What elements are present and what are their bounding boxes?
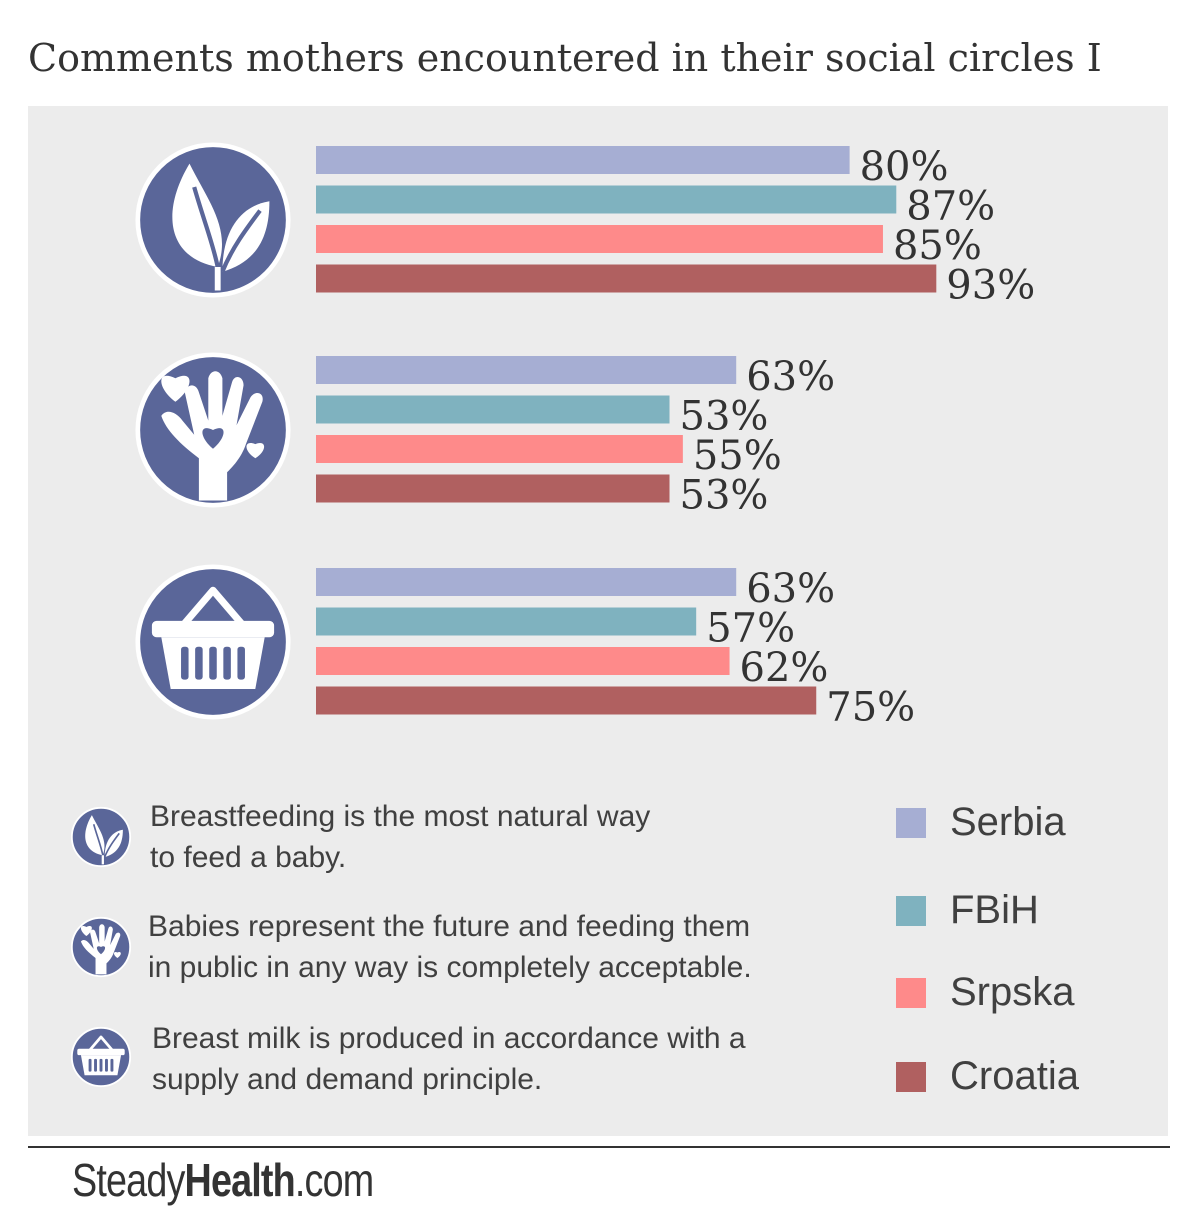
data-label: 87% <box>906 184 995 230</box>
note-1-line-1: Breastfeeding is the most natural way <box>150 800 651 833</box>
hand-heart-icon <box>70 916 132 978</box>
data-label: 93% <box>946 263 1035 309</box>
bar-serbia-2 <box>316 356 737 384</box>
note-3-text: Breast milk is produced in accordance wi… <box>152 1018 746 1100</box>
bar-fbih-1 <box>316 185 897 214</box>
bar-fbih-2 <box>316 395 670 424</box>
note-2-text: Babies represent the future and feeding … <box>148 906 752 988</box>
basket-icon <box>70 1026 132 1088</box>
bar-srpska-3 <box>316 647 730 675</box>
note-3-line-1: Breast milk is produced in accordance wi… <box>152 1022 746 1055</box>
data-label: 75% <box>826 685 915 731</box>
data-label: 55% <box>693 433 782 479</box>
bar-group-3: 63%57%62%75% <box>135 564 915 731</box>
note-1-line-2: to feed a baby. <box>150 841 347 874</box>
legend-label: Croatia <box>950 1054 1079 1098</box>
data-label: 85% <box>893 223 982 269</box>
legend-swatch <box>896 896 926 926</box>
note-3-line-2: supply and demand principle. <box>152 1063 543 1096</box>
legend-swatch <box>896 1062 926 1092</box>
brand-part-3: .com <box>294 1154 374 1206</box>
data-label: 62% <box>740 645 829 691</box>
bar-fbih-3 <box>316 607 697 636</box>
note-2-line-1: Babies represent the future and feeding … <box>148 910 751 943</box>
data-label: 57% <box>706 606 795 652</box>
data-label: 80% <box>860 144 949 190</box>
bar-serbia-3 <box>316 568 737 596</box>
note-1-text: Breastfeeding is the most natural way to… <box>150 796 650 878</box>
note-2-line-2: in public in any way is completely accep… <box>148 951 752 984</box>
basket-icon <box>135 564 291 720</box>
chart-title: Comments mothers encountered in their so… <box>28 36 1102 80</box>
leaf-icon <box>135 142 291 298</box>
legend-label: Srpska <box>950 970 1075 1014</box>
legend-label: Serbia <box>950 800 1066 844</box>
legend-label: FBiH <box>950 888 1039 932</box>
bar-srpska-2 <box>316 435 683 463</box>
bar-group-1: 80%87%85%93% <box>135 142 1035 309</box>
data-label: 53% <box>680 394 769 440</box>
data-label: 53% <box>680 473 769 519</box>
footer-divider <box>28 1146 1170 1148</box>
brand-part-1: Steady <box>72 1154 185 1206</box>
bar-serbia-1 <box>316 146 850 174</box>
bar-croatia-2 <box>316 474 670 503</box>
hand-heart-icon <box>135 352 291 508</box>
legend-swatch <box>896 978 926 1008</box>
data-label: 63% <box>746 354 835 400</box>
brand-part-2: Health <box>184 1154 296 1206</box>
data-label: 63% <box>746 566 835 612</box>
brand-logo: SteadyHealth.com <box>72 1150 374 1210</box>
bar-group-2: 63%53%55%53% <box>135 352 835 519</box>
bar-srpska-1 <box>316 225 883 253</box>
bar-croatia-1 <box>316 264 937 293</box>
leaf-icon <box>70 806 132 868</box>
legend-swatch <box>896 808 926 838</box>
bar-croatia-3 <box>316 686 817 715</box>
